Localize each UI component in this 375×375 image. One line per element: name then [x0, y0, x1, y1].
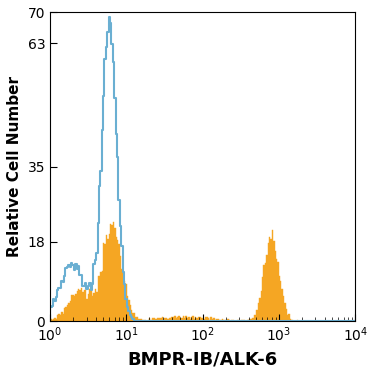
X-axis label: BMPR-IB/ALK-6: BMPR-IB/ALK-6 — [128, 350, 278, 368]
Y-axis label: Relative Cell Number: Relative Cell Number — [7, 76, 22, 257]
